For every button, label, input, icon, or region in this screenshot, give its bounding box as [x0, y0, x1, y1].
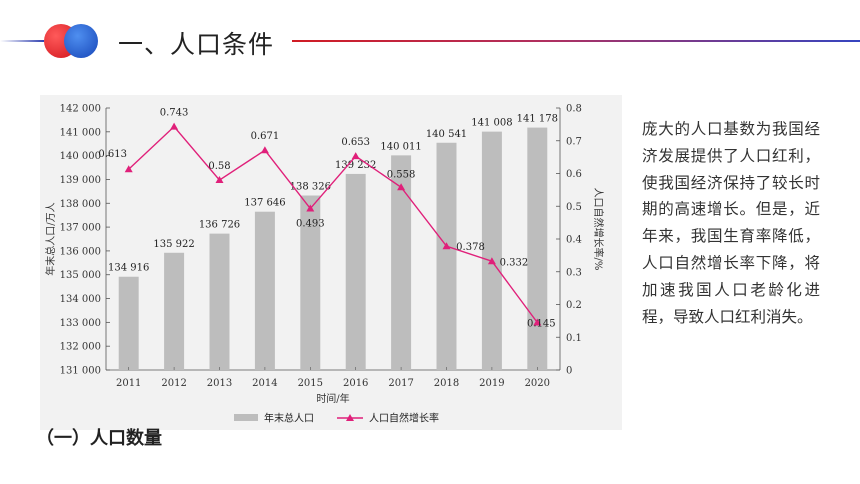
growth-rate-label: 0.58 — [208, 161, 230, 172]
x-tick-label: 2020 — [525, 378, 550, 389]
growth-rate-label: 0.332 — [500, 257, 529, 268]
bar-value-label: 135 922 — [153, 239, 194, 250]
chart-svg: 131 000 132 000 133 000 134 000 135 000 136 0… — [44, 104, 605, 425]
y-axis-title-right: 人口自然增长率/% — [592, 188, 605, 271]
x-tick-label: 2013 — [207, 378, 232, 389]
bar-value-label: 141 008 — [471, 118, 512, 129]
y-tick-label-left: 142 000 — [60, 104, 101, 115]
growth-rate-point — [442, 242, 451, 250]
growth-rate-label: 0.613 — [98, 149, 127, 160]
x-tick-label: 2018 — [434, 378, 459, 389]
bar-value-label: 140 541 — [426, 129, 467, 140]
y-tick-label-right: 0.5 — [566, 202, 582, 213]
bar — [391, 155, 412, 370]
population-chart: 131 000 132 000 133 000 134 000 135 000 136 0… — [40, 95, 622, 430]
x-tick-label: 2017 — [388, 378, 413, 389]
growth-rate-label: 0.671 — [251, 131, 280, 142]
growth-rate-point — [351, 152, 360, 160]
y-tick-label-left: 131 000 — [60, 366, 101, 377]
bar-value-label: 138 326 — [290, 182, 331, 193]
logo-circles-icon — [44, 24, 98, 58]
y-tick-label-right: 0.6 — [566, 169, 582, 180]
y-tick-label-right: 0 — [566, 366, 572, 377]
section-heading: （一）人口数量 — [36, 428, 162, 449]
bar — [209, 233, 230, 370]
y-tick-label-left: 132 000 — [60, 342, 101, 353]
y-tick-label-left: 134 000 — [60, 294, 101, 305]
growth-rate-point — [533, 318, 542, 326]
growth-rate-label: 0.493 — [296, 219, 325, 230]
legend-bar-label: 年末总人口 — [264, 412, 314, 425]
bar-value-label: 136 726 — [199, 220, 240, 231]
bar — [164, 252, 185, 370]
x-tick-label: 2015 — [298, 378, 323, 389]
bar — [300, 195, 321, 370]
y-axis-title-left: 年末总人口/万人 — [44, 202, 57, 275]
y-tick-label-left: 137 000 — [60, 223, 101, 234]
bar — [527, 127, 548, 370]
growth-rate-label: 0.145 — [527, 319, 556, 330]
growth-rate-label: 0.558 — [387, 169, 416, 180]
bar-value-label: 134 916 — [108, 263, 149, 274]
bar-value-label: 137 646 — [244, 198, 285, 209]
y-tick-label-right: 0.1 — [566, 333, 582, 344]
blue-circle-icon — [64, 24, 98, 58]
growth-rate-label: 0.653 — [341, 137, 370, 148]
y-tick-label-left: 135 000 — [60, 270, 101, 281]
growth-rate-point — [397, 183, 406, 191]
y-tick-label-right: 0.4 — [566, 235, 582, 246]
growth-rate-line — [128, 125, 538, 323]
bar — [254, 211, 275, 370]
legend-line-label: 人口自然增长率 — [369, 412, 439, 425]
growth-rate-point — [124, 165, 133, 173]
x-tick-label: 2014 — [252, 378, 277, 389]
bar — [345, 173, 366, 370]
bar-value-label: 140 011 — [380, 141, 421, 152]
legend-line-marker — [346, 414, 354, 421]
y-tick-label-right: 0.8 — [566, 104, 582, 115]
y-tick-label-left: 140 000 — [60, 151, 101, 162]
y-tick-label-left: 133 000 — [60, 318, 101, 329]
header-rule-left — [0, 40, 44, 42]
growth-rate-point — [306, 204, 315, 212]
bar-value-label: 139 232 — [335, 160, 376, 171]
growth-rate-point — [487, 257, 496, 265]
bar — [118, 276, 139, 370]
growth-rate-label: 0.743 — [160, 108, 189, 119]
x-tick-label: 2019 — [479, 378, 504, 389]
bar-value-label: 141 178 — [517, 114, 558, 125]
y-tick-label-right: 0.3 — [566, 267, 582, 278]
bar — [436, 142, 457, 370]
x-tick-label: 2012 — [161, 378, 186, 389]
growth-rate-label: 0.378 — [456, 242, 485, 253]
body-paragraph: 庞大的人口基数为我国经济发展提供了人口红利，使我国经济保持了较长时期的高速增长。… — [642, 120, 820, 326]
y-tick-label-left: 141 000 — [60, 127, 101, 138]
growth-rate-point — [215, 176, 224, 184]
header-rule-right — [292, 40, 860, 42]
bar — [481, 131, 502, 370]
page-title: 一、人口条件 — [118, 30, 275, 59]
legend-bar-swatch — [234, 414, 258, 421]
x-axis-title: 时间/年 — [316, 392, 349, 405]
growth-rate-point — [260, 146, 269, 154]
x-tick-label: 2011 — [116, 378, 141, 389]
growth-rate-point — [170, 122, 179, 130]
y-tick-label-right: 0.2 — [566, 300, 582, 311]
y-tick-label-left: 138 000 — [60, 199, 101, 210]
x-tick-label: 2016 — [343, 378, 368, 389]
y-tick-label-left: 139 000 — [60, 175, 101, 186]
y-tick-label-right: 0.7 — [566, 136, 582, 147]
y-tick-label-left: 136 000 — [60, 246, 101, 257]
